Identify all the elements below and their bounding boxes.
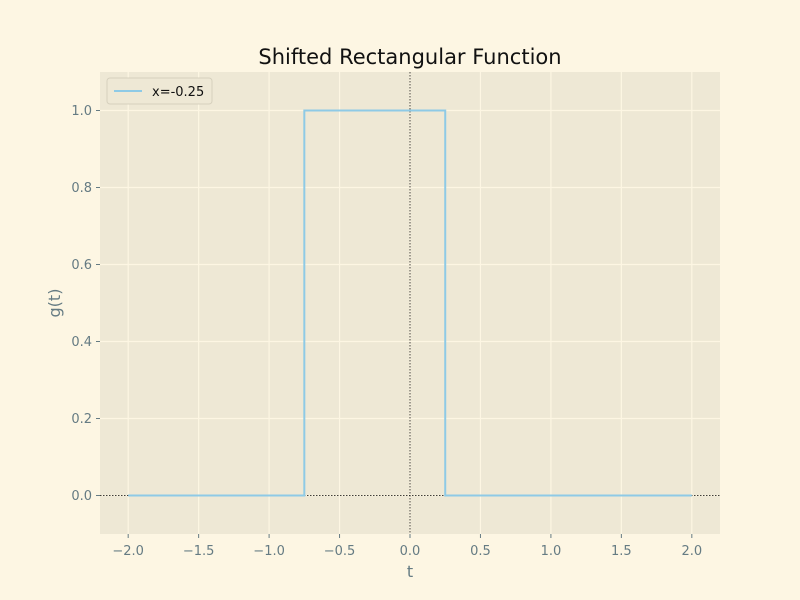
x-tick-label: 0.5 — [470, 544, 491, 559]
x-tick-label: 1.0 — [541, 544, 562, 559]
x-tick-label: −1.5 — [183, 544, 215, 559]
x-axis-label: t — [407, 562, 413, 581]
y-axis-ticks: 0.0 0.2 0.4 0.6 0.8 1.0 — [71, 104, 100, 504]
legend-label: x=-0.25 — [152, 85, 204, 100]
x-tick-label: 1.5 — [611, 544, 632, 559]
series-line — [128, 109, 692, 497]
x-tick-label: 0.0 — [400, 544, 421, 559]
x-tick-label: −0.5 — [324, 544, 356, 559]
series-layer — [128, 109, 692, 497]
x-axis-ticks: −2.0 −1.5 −1.0 −0.5 0.0 0.5 1.0 1.5 2.0 — [112, 534, 702, 559]
x-tick-label: −1.0 — [253, 544, 285, 559]
y-tick-label: 0.0 — [71, 489, 92, 504]
y-tick-label: 0.8 — [71, 181, 92, 196]
legend-box — [106, 77, 213, 105]
chart-title: Shifted Rectangular Function — [258, 45, 561, 69]
y-tick-label: 0.2 — [71, 412, 92, 427]
legend: x=-0.25 — [106, 77, 213, 105]
y-tick-label: 0.4 — [71, 335, 92, 350]
x-tick-label: 2.0 — [681, 544, 702, 559]
y-tick-label: 0.6 — [71, 258, 92, 273]
y-axis-label: g(t) — [45, 289, 64, 318]
x-tick-label: −2.0 — [112, 544, 144, 559]
y-tick-label: 1.0 — [71, 104, 92, 119]
